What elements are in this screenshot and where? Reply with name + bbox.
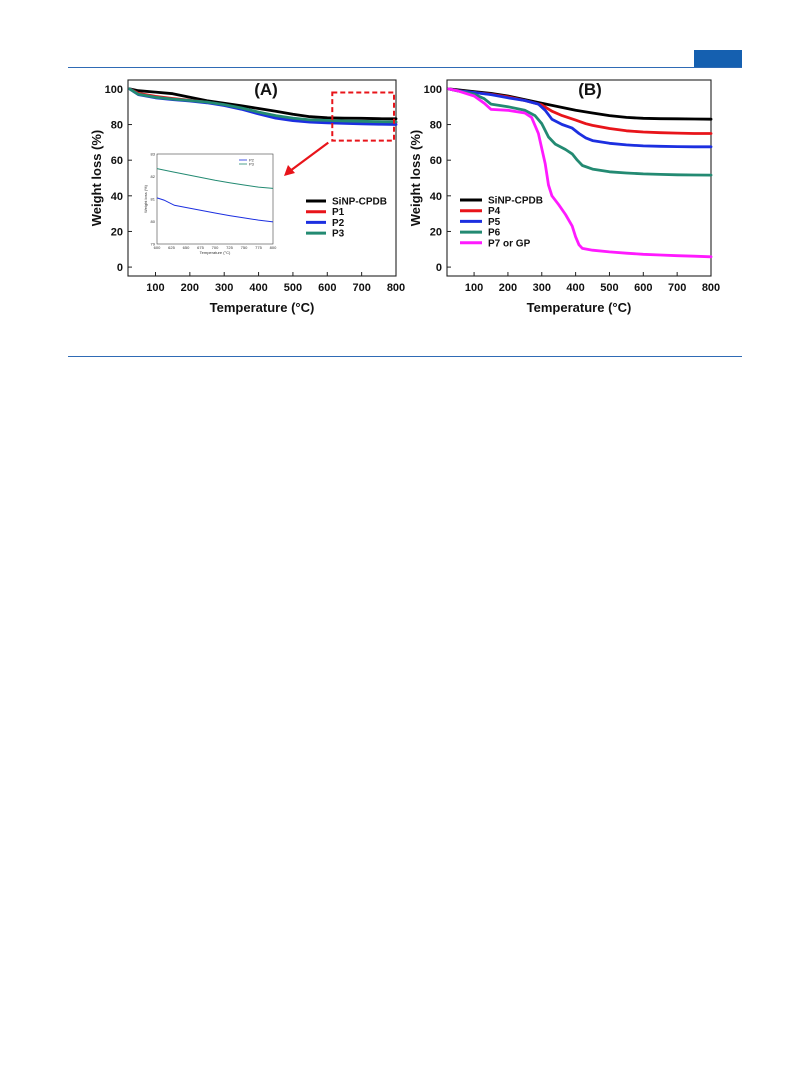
x-tick-label: 300 <box>215 282 233 294</box>
zoom-arrow-shaft <box>289 141 329 172</box>
x-tick-label: 400 <box>566 282 584 294</box>
inset-x-tick-label: 625 <box>168 245 175 250</box>
page-corner-tab <box>694 50 742 67</box>
inset-series-line-p3 <box>156 168 274 189</box>
legend-label: P4 <box>488 206 501 217</box>
legend-label: P3 <box>332 229 345 240</box>
series-line-p3 <box>128 87 398 124</box>
x-axis-title: Temperature (°C) <box>210 300 315 315</box>
x-tick-label: 200 <box>499 282 517 294</box>
panel-label: (B) <box>578 80 602 99</box>
panel-label: (A) <box>254 80 278 99</box>
x-tick-label: 100 <box>146 282 164 294</box>
x-tick-label: 500 <box>284 282 302 294</box>
inset-x-tick-label: 775 <box>255 245 262 250</box>
inset-chart: 600 625 650 675 700 725 750 775 800 79 80 81 82 83 Tem… <box>143 152 277 256</box>
y-tick-label: 20 <box>111 226 123 238</box>
zoom-arrow-head <box>284 165 295 176</box>
inset-x-tick-label: 600 <box>154 245 161 250</box>
series-line-sinp-cpdb <box>128 87 398 121</box>
inset-y-axis-title: Weight loss (%) <box>143 184 148 213</box>
x-tick-label: 800 <box>702 282 720 294</box>
y-tick-label: 100 <box>424 84 442 96</box>
legend-label: SiNP-CPDB <box>488 196 543 207</box>
y-tick-label: 40 <box>430 191 442 203</box>
x-tick-label: 200 <box>181 282 199 294</box>
x-tick-label: 500 <box>600 282 618 294</box>
y-tick-label: 60 <box>111 155 123 167</box>
legend-label: P6 <box>488 228 501 239</box>
x-tick-label: 800 <box>387 282 405 294</box>
x-tick-label: 600 <box>318 282 336 294</box>
chart-panel-b: 100 200 300 400 500 600 700 800 0 20 40 60 80 100 Temp… <box>408 79 720 315</box>
footer-rule <box>68 356 742 357</box>
x-tick-label: 700 <box>352 282 370 294</box>
plot-frame <box>127 79 397 277</box>
inset-x-tick-label: 650 <box>183 245 190 250</box>
inset-legend-label: P2 <box>249 157 255 162</box>
inset-x-tick-label: 800 <box>270 245 277 250</box>
series-line-p7-or-gp <box>447 87 713 259</box>
inset-y-tick-label: 80 <box>151 219 156 224</box>
inset-x-tick-label: 725 <box>226 245 233 250</box>
inset-frame <box>156 153 274 245</box>
legend-label: P7 or GP <box>488 238 531 249</box>
y-axis-title: Weight loss (%) <box>408 130 423 227</box>
inset-y-tick-label: 83 <box>151 152 156 157</box>
x-tick-label: 400 <box>249 282 267 294</box>
series-line-p5 <box>447 87 713 149</box>
inset-y-tick-label: 81 <box>151 197 156 202</box>
inset-legend-label: P3 <box>249 161 255 166</box>
inset-y-tick-label: 82 <box>151 174 156 179</box>
x-tick-label: 700 <box>668 282 686 294</box>
y-tick-label: 0 <box>117 262 123 274</box>
legend-label: P2 <box>332 218 345 229</box>
inset-y-tick-label: 79 <box>151 242 156 247</box>
y-tick-label: 80 <box>430 120 442 132</box>
x-axis-title: Temperature (°C) <box>527 300 632 315</box>
y-tick-label: 100 <box>105 84 123 96</box>
chart-panel-a: 100 200 300 400 500 600 700 800 0 20 40 60 80 100 Temp… <box>89 79 405 315</box>
header-rule <box>68 67 742 68</box>
inset-x-axis-title: Temperature (°C) <box>200 250 231 255</box>
series-line-p6 <box>447 87 713 177</box>
y-tick-label: 60 <box>430 155 442 167</box>
plot-frame <box>446 79 712 277</box>
inset-x-tick-label: 675 <box>197 245 204 250</box>
inset-x-tick-label: 700 <box>212 245 219 250</box>
legend-label: P1 <box>332 207 345 218</box>
y-axis-title: Weight loss (%) <box>89 130 104 227</box>
y-tick-label: 40 <box>111 191 123 203</box>
x-tick-label: 100 <box>465 282 483 294</box>
y-tick-label: 0 <box>436 262 442 274</box>
legend-label: P5 <box>488 217 501 228</box>
y-tick-label: 20 <box>430 226 442 238</box>
x-tick-label: 300 <box>533 282 551 294</box>
zoom-region-box <box>331 91 395 142</box>
inset-x-tick-label: 750 <box>241 245 248 250</box>
inset-series-line-p2 <box>156 197 274 223</box>
y-tick-label: 80 <box>111 120 123 132</box>
x-tick-label: 600 <box>634 282 652 294</box>
legend-label: SiNP-CPDB <box>332 197 387 208</box>
